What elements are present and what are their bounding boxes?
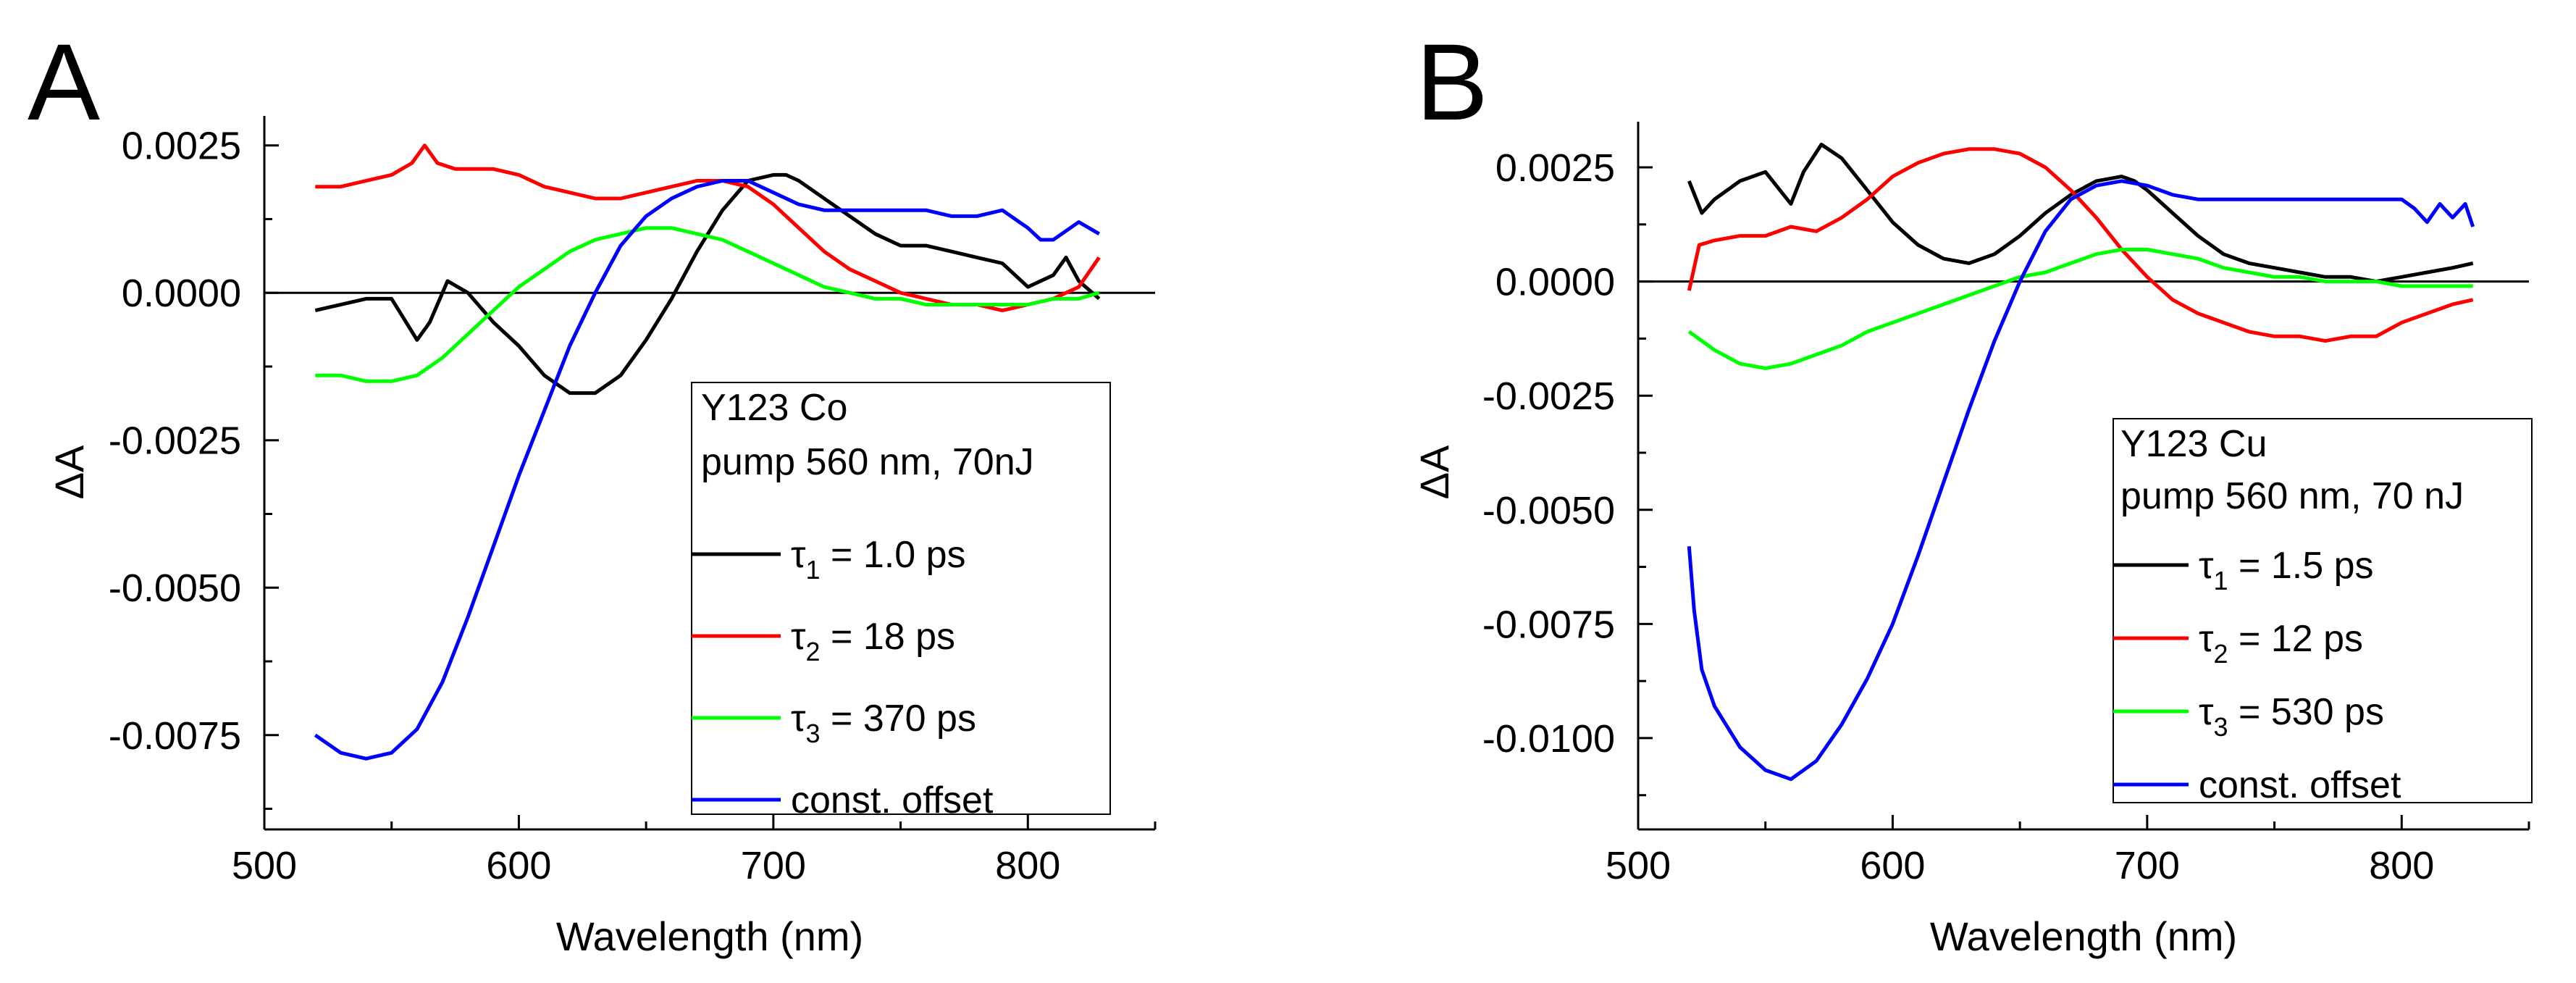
x-axis-title: Wavelength (nm): [556, 913, 863, 959]
x-tick-label: 800: [995, 844, 1060, 887]
legend-entry: τ3 = 370 ps: [791, 698, 976, 748]
y-tick-label: -0.0075: [109, 714, 241, 758]
legend-tau-value: = 370 ps: [821, 698, 976, 740]
legend-title-line: Y123 Cu: [2120, 423, 2267, 465]
y-tick-label: -0.0025: [109, 419, 241, 463]
series-line-3: [315, 226, 1100, 383]
x-tick-label: 800: [2369, 844, 2434, 887]
legend-title-line: pump 560 nm, 70 nJ: [2120, 475, 2464, 517]
x-tick-label: 700: [741, 844, 806, 887]
legend-title-line: Y123 Co: [701, 387, 847, 429]
legend-tau-index: 3: [2214, 712, 2228, 742]
y-tick-label: -0.0075: [1482, 603, 1615, 646]
legend-tau-symbol: τ: [791, 616, 806, 658]
legend-tau-value: = 1.5 ps: [2228, 545, 2374, 587]
legend-tau-index: 3: [806, 719, 821, 748]
legend-title-line: pump 560 nm, 70nJ: [701, 441, 1034, 483]
legend-label: const. offset: [791, 779, 994, 821]
panel-letter: B: [1416, 21, 1488, 143]
panel-b: B 500 600 700 800 0.0025 0.0000 -0.0025 -0.0050 -…: [1411, 21, 2533, 959]
series-line-2: [1687, 147, 2474, 343]
series-line-4: [314, 179, 1100, 761]
series-line-4: [1687, 179, 2475, 782]
legend-entry: τ2 = 12 ps: [2199, 618, 2363, 669]
y-axis-title: ΔA: [46, 445, 92, 499]
legend-tau-index: 2: [806, 637, 821, 666]
x-tick-label: 500: [232, 844, 297, 887]
legend-entry: τ2 = 18 ps: [791, 616, 955, 666]
legend-tau-symbol: τ: [791, 698, 806, 740]
x-tick-label: 600: [1860, 844, 1925, 887]
legend-tau-index: 1: [2214, 566, 2228, 595]
legend-tau-value: = 530 ps: [2228, 691, 2384, 733]
series-line-2: [315, 143, 1101, 313]
series-line-1: [314, 172, 1101, 396]
x-tick-label: 600: [486, 844, 551, 887]
y-tick-label: -0.0050: [1482, 489, 1615, 532]
legend-tau-value: = 1.0 ps: [821, 534, 966, 576]
x-tick-label: 700: [2115, 844, 2180, 887]
legend-entry: τ1 = 1.0 ps: [791, 534, 966, 585]
legend-tau-index: 2: [2214, 639, 2228, 669]
y-tick-label: 0.0025: [122, 125, 241, 168]
legend-label: const. offset: [2199, 764, 2401, 806]
legend-entry: τ3 = 530 ps: [2199, 691, 2384, 742]
y-axis-title: ΔA: [1411, 445, 1457, 499]
panel-letter: A: [28, 21, 100, 143]
legend-entry: τ1 = 1.5 ps: [2199, 545, 2374, 595]
x-axis-title: Wavelength (nm): [1930, 913, 2237, 959]
legend-tau-symbol: τ: [2199, 618, 2214, 660]
legend-entry: const. offset: [791, 779, 994, 821]
legend-tau-symbol: τ: [2199, 545, 2214, 587]
legend-tau-value: = 12 ps: [2228, 618, 2363, 660]
y-tick-label: -0.0100: [1482, 717, 1615, 761]
y-tick-label: 0.0000: [122, 272, 241, 315]
y-tick-label: 0.0025: [1495, 146, 1615, 190]
y-tick-label: -0.0050: [109, 566, 241, 610]
legend-box: [691, 382, 1111, 815]
legend-entry: const. offset: [2199, 764, 2401, 806]
legend-tau-index: 1: [806, 555, 821, 585]
series-line-3: [1687, 248, 2473, 370]
legend-tau-symbol: τ: [791, 534, 806, 576]
legend-box: [2113, 418, 2533, 803]
y-tick-label: -0.0025: [1482, 375, 1615, 418]
y-tick-label: 0.0000: [1495, 261, 1615, 304]
legend-tau-value: = 18 ps: [821, 616, 955, 658]
legend-tau-symbol: τ: [2199, 691, 2214, 733]
panel-a: A 500 600 700 800 0.0025 0.0000 -0.0025 -0.0050 -…: [28, 21, 1157, 959]
x-tick-label: 500: [1606, 844, 1671, 887]
series-line-1: [1687, 143, 2474, 284]
